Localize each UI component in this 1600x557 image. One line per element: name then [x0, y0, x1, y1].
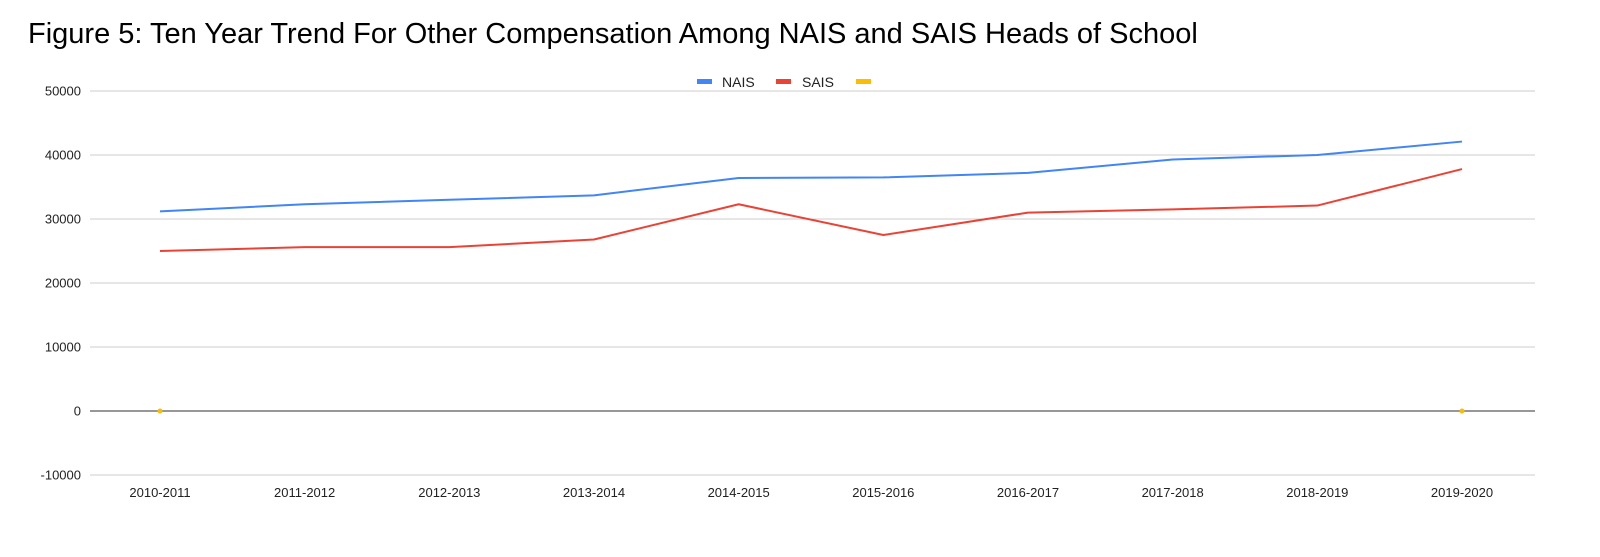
legend-swatch	[856, 79, 871, 84]
y-tick-label: 0	[74, 404, 81, 419]
series-lines	[157, 140, 1465, 414]
x-tick-label: 2013-2014	[563, 485, 625, 500]
x-tick-label: 2016-2017	[997, 485, 1059, 500]
x-tick-label: 2018-2019	[1286, 485, 1348, 500]
y-tick-label: 20000	[45, 276, 81, 291]
legend: NAIS SAIS	[697, 74, 871, 90]
legend-label: SAIS	[802, 74, 834, 90]
legend-swatch	[776, 79, 791, 84]
series-line-nais	[159, 140, 1463, 213]
legend-swatch	[697, 79, 712, 84]
data-point	[1459, 408, 1465, 414]
x-tick-label: 2017-2018	[1142, 485, 1204, 500]
x-axis-tick-labels: 2010-2011 2011-2012 2012-2013 2013-2014 2014…	[129, 485, 1493, 500]
y-tick-label: 50000	[45, 84, 81, 99]
x-tick-label: 2012-2013	[418, 485, 480, 500]
gridlines	[90, 90, 1535, 476]
chart-title: Figure 5: Ten Year Trend For Other Compe…	[28, 18, 1198, 50]
x-tick-label: 2019-2020	[1431, 485, 1493, 500]
x-tick-label: 2014-2015	[708, 485, 770, 500]
legend-label: NAIS	[722, 74, 755, 90]
x-tick-label: 2011-2012	[274, 485, 335, 500]
y-tick-label: 30000	[45, 212, 81, 227]
data-point	[157, 408, 163, 414]
y-tick-label: 10000	[45, 340, 81, 355]
x-tick-label: 2015-2016	[852, 485, 914, 500]
x-tick-label: 2010-2011	[129, 485, 190, 500]
y-tick-label: -10000	[41, 468, 81, 483]
y-axis-tick-labels: -10000 0 10000 20000 30000 40000 50000	[41, 84, 81, 483]
y-tick-label: 40000	[45, 148, 81, 163]
series-line-sais	[159, 168, 1463, 252]
